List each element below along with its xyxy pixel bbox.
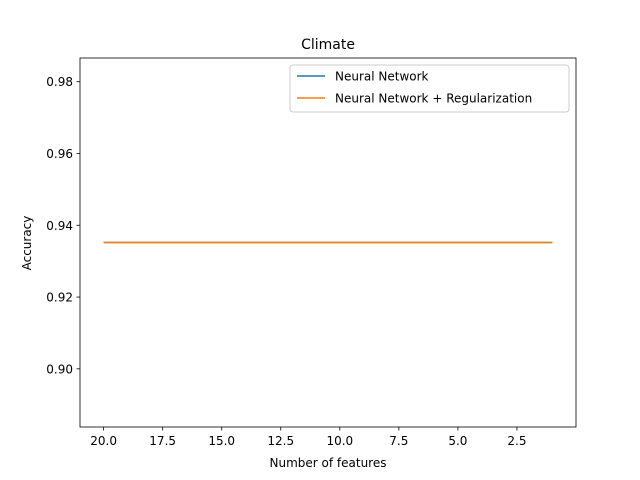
x-tick-label: 2.5 [507,434,526,448]
x-tick-label: 17.5 [149,434,176,448]
axes-frame [79,57,577,428]
x-tick-label: 20.0 [90,434,117,448]
axes: 20.0 17.5 15.0 12.5 10.0 7.5 5.0 2.5 0.90 0.92 0.9… [46,57,577,448]
legend-box [289,64,570,113]
y-tick-label: 0.92 [46,291,73,305]
y-tick-label: 0.94 [46,219,73,233]
x-tick-label: 15.0 [208,434,235,448]
legend: Neural Network Neural Network + Regulariz… [289,64,570,113]
x-tick-label: 5.0 [448,434,467,448]
y-tick-label: 0.98 [46,75,73,89]
x-tick-label: 10.0 [326,434,353,448]
y-tick-label: 0.90 [46,362,73,376]
x-tick-label: 12.5 [267,434,294,448]
legend-entry-label: Neural Network + Regularization [335,92,532,106]
chart-title: Climate [301,37,355,53]
y-tick-label: 0.96 [46,147,73,161]
x-axis-label: Number of features [270,456,387,470]
y-axis-label: Accuracy [20,216,34,271]
plot-area [80,58,576,427]
x-tick-label: 7.5 [389,434,408,448]
legend-entry-label: Neural Network [335,70,429,84]
